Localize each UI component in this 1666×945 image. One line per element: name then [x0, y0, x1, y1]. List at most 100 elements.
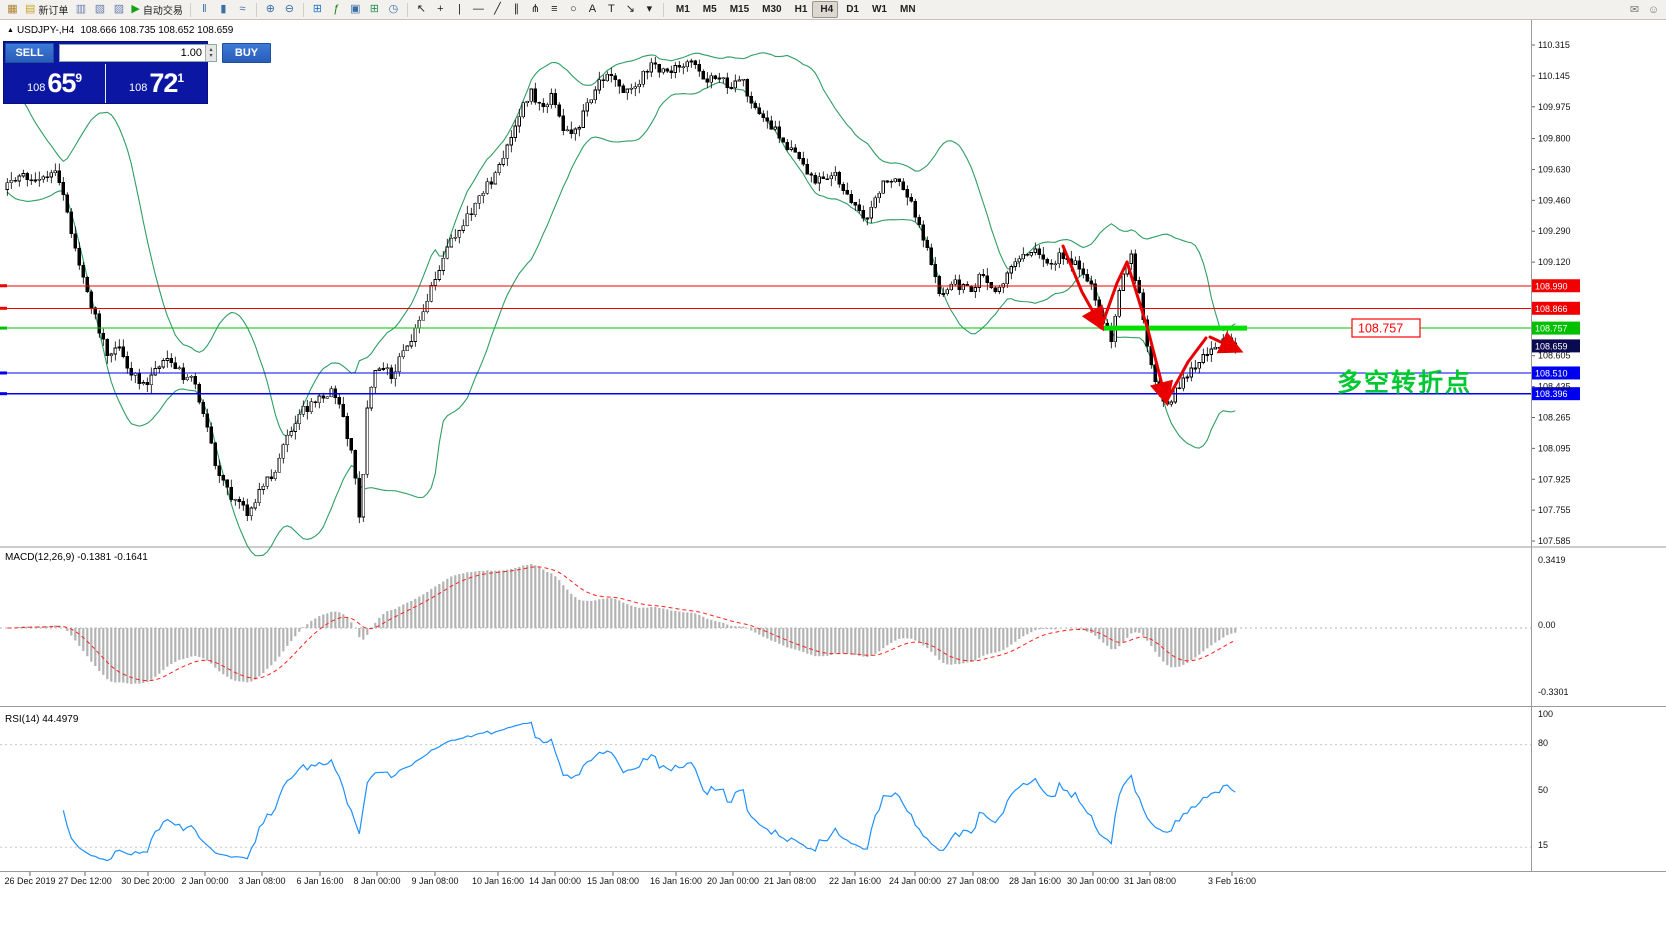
- svg-text:108.510: 108.510: [1535, 368, 1568, 378]
- svg-text:22 Jan 16:00: 22 Jan 16:00: [829, 876, 881, 886]
- turning-point-note[interactable]: 多空转折点: [1337, 368, 1472, 397]
- zoom-out-icon: ⊖: [284, 3, 294, 15]
- spinner-up-icon[interactable]: ▴: [209, 47, 213, 53]
- svg-text:24 Jan 00:00: 24 Jan 00:00: [889, 876, 941, 886]
- buy-price-main: 72: [149, 68, 178, 98]
- charts-icon[interactable]: ▦: [3, 1, 22, 18]
- collapse-triangle-icon[interactable]: ▲: [7, 27, 14, 34]
- text-icon[interactable]: A: [583, 1, 602, 18]
- crosshair-icon: +: [437, 3, 444, 15]
- svg-text:15 Jan 08:00: 15 Jan 08:00: [587, 876, 639, 886]
- timeframe-d1[interactable]: D1: [838, 1, 864, 18]
- svg-text:108.265: 108.265: [1538, 412, 1571, 422]
- timeframe-h1[interactable]: H1: [787, 1, 813, 18]
- ohlc-bars-icon[interactable]: ‖: [195, 1, 214, 18]
- templates-icon[interactable]: ▣: [346, 1, 365, 18]
- period-icon[interactable]: ◷: [384, 1, 403, 18]
- tile-windows-icon[interactable]: ⊞: [308, 1, 327, 18]
- channel-icon[interactable]: ∥: [507, 1, 526, 18]
- pitchfork-icon[interactable]: ⋔: [526, 1, 545, 18]
- data-window-icon[interactable]: ▧: [90, 1, 109, 18]
- zoom-in-icon[interactable]: ⊕: [261, 1, 280, 18]
- rsi-line: [62, 721, 1236, 862]
- sell-price[interactable]: 108 65 9: [4, 64, 106, 103]
- chart-background: [0, 20, 1666, 945]
- hline-handle[interactable]: [0, 371, 7, 375]
- chart-title: ▲ USDJPY-,H4 108.666 108.735 108.652 108.6…: [7, 25, 233, 36]
- timeframe-mn[interactable]: MN: [892, 1, 921, 18]
- svg-text:108.866: 108.866: [1535, 304, 1568, 314]
- volume-spinner[interactable]: ▴ ▾: [205, 45, 216, 61]
- timeframe-h4[interactable]: H4: [812, 1, 839, 18]
- new-order-button-label: 新订单: [38, 6, 69, 17]
- timeframe-m30[interactable]: M30: [754, 1, 786, 18]
- new-order-button[interactable]: ▤ 新订单: [22, 1, 71, 18]
- horizontal-line-icon[interactable]: —: [469, 1, 488, 18]
- add-indicator-icon[interactable]: ⊞: [365, 1, 384, 18]
- buy-price-pip: 1: [177, 70, 185, 85]
- trendline-icon[interactable]: ╱: [488, 1, 507, 18]
- label-icon[interactable]: T: [602, 1, 621, 18]
- crosshair-icon[interactable]: +: [431, 1, 450, 18]
- navigator-icon[interactable]: ▨: [109, 1, 128, 18]
- svg-text:108.990: 108.990: [1535, 281, 1568, 291]
- timeframe-w1[interactable]: W1: [864, 1, 892, 18]
- svg-text:109.460: 109.460: [1538, 195, 1571, 205]
- price-badge: [1532, 301, 1580, 315]
- svg-text:109.630: 109.630: [1538, 164, 1571, 174]
- hline-handle[interactable]: [0, 326, 7, 330]
- price-badge: [1532, 387, 1580, 401]
- macd-label: MACD(12,26,9) -0.1381 -0.1641: [5, 552, 148, 563]
- svg-text:109.120: 109.120: [1538, 257, 1571, 267]
- timeframe-m5[interactable]: M5: [695, 1, 722, 18]
- profiles-icon[interactable]: ▥: [71, 1, 90, 18]
- price-badge: [1532, 279, 1580, 293]
- charts-icon: ▦: [7, 3, 18, 15]
- hline-handle[interactable]: [0, 392, 7, 396]
- volume-input[interactable]: [60, 47, 205, 59]
- svg-text:31 Jan 08:00: 31 Jan 08:00: [1124, 876, 1176, 886]
- timeframe-mn-label: MN: [899, 4, 916, 15]
- pitchfork-icon: ⋔: [530, 3, 540, 15]
- candlestick-chart[interactable]: [5, 52, 1237, 557]
- spinner-down-icon[interactable]: ▾: [209, 53, 213, 59]
- hline-handle[interactable]: [0, 284, 7, 288]
- timeframe-m30-label: M30: [762, 4, 782, 15]
- arrows-dropdown-icon[interactable]: ▾: [640, 1, 659, 18]
- timeframe-m15[interactable]: M15: [722, 1, 754, 18]
- horizontal-line-icon: —: [472, 3, 484, 15]
- buy-price[interactable]: 108 72 1: [106, 64, 207, 103]
- sell-price-handle: 108: [26, 81, 46, 94]
- svg-text:21 Jan 08:00: 21 Jan 08:00: [764, 876, 816, 886]
- arrows-icon[interactable]: ↘: [621, 1, 640, 18]
- hline-handle[interactable]: [0, 306, 7, 310]
- smiley-icon[interactable]: ☺: [1647, 3, 1660, 16]
- sell-button[interactable]: SELL: [5, 43, 54, 63]
- candlestick-icon[interactable]: ▮: [214, 1, 233, 18]
- svg-text:107.585: 107.585: [1538, 536, 1571, 546]
- zoom-out-icon[interactable]: ⊖: [280, 1, 299, 18]
- candles[interactable]: [5, 56, 1237, 524]
- channel-icon: ∥: [513, 3, 520, 15]
- vertical-line-icon[interactable]: |: [450, 1, 469, 18]
- red-arrow-annotation[interactable]: [1061, 244, 1244, 406]
- cursor-icon[interactable]: ↖: [412, 1, 431, 18]
- symbol-label: USDJPY-,H4: [16, 25, 75, 36]
- svg-text:8 Jan 00:00: 8 Jan 00:00: [353, 876, 400, 886]
- buy-button[interactable]: BUY: [222, 43, 271, 63]
- price-callout-box[interactable]: [1351, 318, 1421, 338]
- line-chart-icon[interactable]: ≈: [233, 1, 252, 18]
- timeframe-m1[interactable]: M1: [668, 1, 695, 18]
- autotrading-button[interactable]: ▶ 自动交易: [128, 1, 185, 18]
- timeframe-m15-label: M15: [729, 4, 750, 15]
- chat-icon[interactable]: ✉: [1629, 4, 1640, 16]
- fibonacci-icon[interactable]: ≡: [545, 1, 564, 18]
- indicators-icon[interactable]: ƒ: [327, 1, 346, 18]
- shapes-icon[interactable]: ○: [564, 1, 583, 18]
- svg-text:0.00: 0.00: [1538, 620, 1556, 630]
- svg-text:108.659: 108.659: [1535, 341, 1568, 351]
- profiles-icon: ▥: [75, 3, 87, 15]
- svg-text:6 Jan 16:00: 6 Jan 16:00: [296, 876, 343, 886]
- sell-price-main: 65: [47, 68, 76, 98]
